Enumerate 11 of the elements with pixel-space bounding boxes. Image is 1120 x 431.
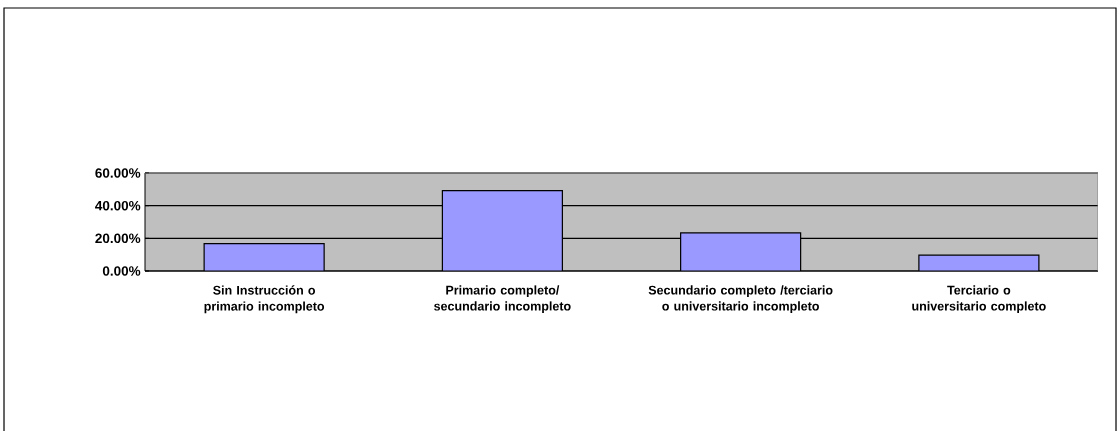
y-tick-label: 40.00% (95, 200, 141, 211)
x-tick-label: Terciario o universitario completo (912, 285, 1046, 314)
bar (441, 190, 563, 271)
x-tick-label: Primario completo/ secundario incompleto (434, 285, 571, 314)
bar (680, 232, 802, 271)
y-tick-label: 0.00% (102, 266, 141, 276)
x-tick-label: Secundario completo /terciario o universitario incompleto (648, 285, 833, 314)
y-tick-label: 60.00% (95, 168, 141, 178)
y-tick-label: 20.00% (95, 233, 141, 244)
x-tick-label: Sin Instrucción o primario incompleto (204, 285, 325, 314)
bar (203, 243, 325, 271)
